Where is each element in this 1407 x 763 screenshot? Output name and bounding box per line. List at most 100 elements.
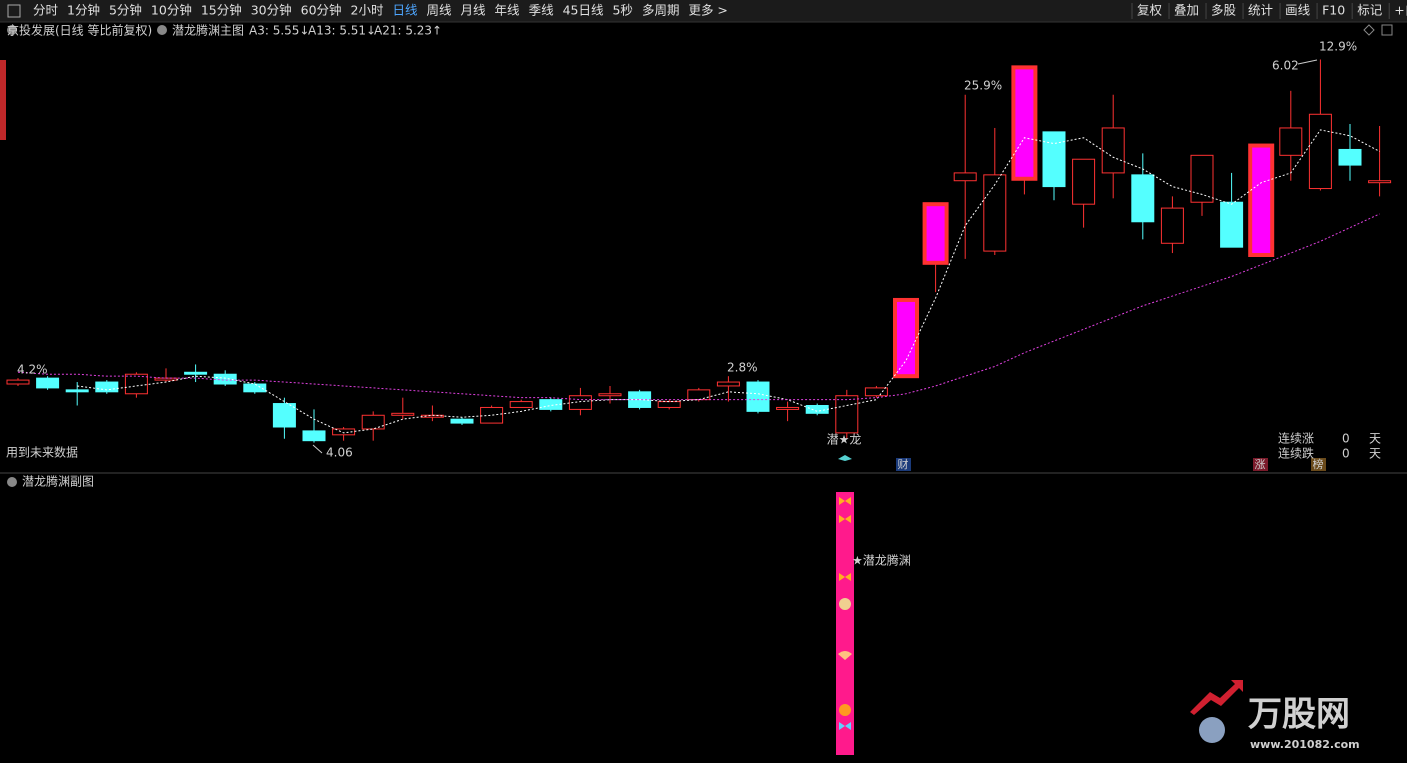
main-plot — [6, 59, 1392, 443]
candle-body — [480, 406, 504, 424]
annotation: 25.9% — [964, 79, 1002, 93]
candle-body — [6, 379, 30, 385]
toolbar-button[interactable]: 日线 — [393, 3, 419, 18]
toolbar-left: 分时 1分钟 5分钟 10分钟 15分钟 30分钟 60分钟 2小时 日线 周线 月线 年线 季线 45日… — [33, 3, 728, 18]
toolbar-button[interactable]: 标记 — [1357, 3, 1383, 18]
icon — [839, 515, 851, 523]
toolbar-button[interactable]: 5秒 — [612, 3, 632, 18]
ma-label: A21: 5.23↑ — [374, 24, 442, 38]
candle-body — [835, 395, 859, 434]
toolbar — [0, 0, 1407, 22]
candle-body — [1011, 65, 1038, 181]
toolbar-button[interactable]: 周线 — [427, 3, 453, 18]
toolbar-button[interactable]: 多股 — [1211, 3, 1237, 18]
candle-body — [65, 389, 89, 393]
icon — [839, 497, 851, 505]
toolbar-button[interactable]: 45日线 — [563, 3, 604, 18]
candle-body — [361, 414, 385, 430]
stock-title: 京投发展(日线 等比前复权) — [7, 23, 152, 38]
toolbar-button[interactable]: 10分钟 — [151, 3, 192, 18]
candle-body — [1101, 127, 1125, 174]
candle-body — [893, 297, 919, 379]
toolbar-button[interactable]: 15分钟 — [201, 3, 242, 18]
icon — [838, 651, 852, 660]
menu-icon[interactable] — [7, 477, 17, 487]
toolbar-button[interactable]: 画线 — [1285, 3, 1311, 18]
signal-icon — [838, 455, 852, 461]
candle-body — [1072, 158, 1096, 205]
icon[interactable] — [1363, 24, 1375, 36]
stat-label: 连续涨 — [1278, 431, 1314, 446]
toolbar-button[interactable]: 5分钟 — [109, 3, 142, 18]
candle-body — [1338, 148, 1362, 166]
candle-body — [124, 373, 148, 395]
candle-body — [864, 387, 888, 397]
badge — [1311, 458, 1326, 471]
toolbar-button[interactable]: 分时 — [33, 3, 59, 18]
candle-body — [1220, 201, 1244, 248]
watermark-brand: 万股网 — [1248, 695, 1350, 735]
panel-toggle[interactable] — [7, 4, 21, 18]
menu-icon[interactable] — [157, 25, 167, 35]
candle-body — [1248, 143, 1275, 257]
candle-body — [1190, 154, 1214, 203]
toolbar-button[interactable]: 季线 — [529, 3, 555, 18]
candle-body — [509, 401, 533, 408]
toolbar-button[interactable]: 30分钟 — [251, 3, 292, 18]
toolbar-button[interactable]: 叠加 — [1174, 3, 1199, 18]
badge-text: 财 — [898, 457, 909, 471]
candle-body — [598, 393, 622, 397]
badge-text: 涨 — [1255, 458, 1266, 471]
leader-line — [1297, 59, 1318, 65]
signal-bar — [836, 492, 854, 755]
toolbar-button[interactable]: 2小时 — [351, 3, 384, 18]
candle-body — [36, 377, 60, 389]
candle-body — [95, 381, 119, 393]
close-icon[interactable] — [1381, 24, 1393, 36]
candle-body — [922, 202, 949, 265]
toolbar-button[interactable]: 更多 > — [688, 3, 727, 18]
badge — [1253, 458, 1268, 471]
icon — [839, 722, 851, 730]
ma-label: A3: 5.55↓ — [249, 24, 309, 38]
stat-unit: 天 — [1369, 447, 1381, 461]
candle-body — [1279, 127, 1303, 156]
annotation: 2.8% — [727, 361, 758, 375]
toolbar-button[interactable]: +自选 — [1394, 3, 1407, 18]
ma-line — [17, 213, 1380, 401]
stat-value: 0 — [1342, 447, 1350, 461]
toolbar-button[interactable]: 统计 — [1248, 3, 1273, 18]
toolbar-button[interactable]: 1分钟 — [67, 3, 100, 18]
toolbar-button[interactable]: 多周期 — [642, 3, 680, 18]
icon — [839, 598, 851, 610]
candle-body — [776, 406, 800, 410]
watermark-url: www.201082.com — [1250, 738, 1360, 751]
annotation: 4.06 — [326, 446, 353, 460]
candle-body — [953, 172, 977, 182]
signal-label: 潜★龙 — [827, 433, 862, 447]
candle-body — [302, 430, 326, 442]
ma-label: A13: 5.51↓ — [308, 24, 376, 38]
indicator-title: 潜龙腾渊主图 — [172, 23, 244, 38]
candle-body — [746, 381, 770, 412]
toolbar-button[interactable]: F10 — [1322, 3, 1345, 18]
note: 用到未来数据 — [6, 445, 78, 460]
toolbar-button[interactable]: 月线 — [461, 3, 487, 18]
toolbar-button[interactable]: 复权 — [1137, 3, 1163, 18]
signal-icons — [838, 497, 852, 730]
menu-icon[interactable] — [7, 25, 17, 35]
side-marker — [0, 60, 6, 140]
icon — [839, 573, 851, 581]
logo-arrow — [1190, 680, 1243, 715]
stat-value: 0 — [1342, 432, 1350, 446]
annotation: 4.2% — [17, 363, 48, 377]
candle-body — [1131, 174, 1155, 223]
stat-unit: 天 — [1369, 432, 1381, 446]
toolbar-button[interactable]: 60分钟 — [301, 3, 342, 18]
icon — [839, 704, 851, 716]
candle-body — [539, 399, 563, 410]
logo-coin — [1199, 717, 1225, 743]
toolbar-button[interactable]: 年线 — [495, 3, 521, 18]
